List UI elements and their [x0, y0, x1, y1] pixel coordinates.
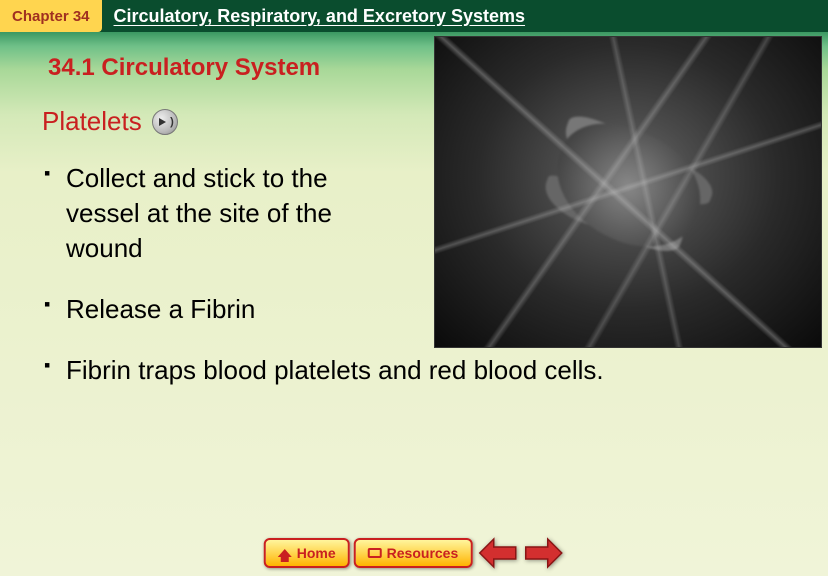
resources-label: Resources [387, 545, 459, 561]
home-button[interactable]: Home [264, 538, 350, 568]
audio-icon[interactable] [152, 109, 178, 135]
home-icon [278, 549, 292, 557]
bullet-item: Release a Fibrin [38, 292, 408, 327]
arrow-left-icon [477, 537, 517, 569]
home-label: Home [297, 545, 336, 561]
resources-button[interactable]: Resources [354, 538, 473, 568]
slide-header: Chapter 34 Circulatory, Respiratory, and… [0, 0, 828, 32]
next-button[interactable] [522, 536, 564, 570]
slide: Chapter 34 Circulatory, Respiratory, and… [0, 0, 828, 576]
chapter-title: Circulatory, Respiratory, and Excretory … [102, 6, 526, 27]
resources-icon [368, 548, 382, 558]
bottom-nav: Home Resources [264, 536, 565, 570]
bullet-list: Collect and stick to the vessel at the s… [38, 161, 790, 388]
bullet-item: Collect and stick to the vessel at the s… [38, 161, 408, 266]
prev-button[interactable] [476, 536, 518, 570]
chapter-tab: Chapter 34 [0, 0, 102, 32]
content-area: Platelets Collect and stick to the vesse… [38, 106, 790, 388]
subheading-row: Platelets [42, 106, 790, 137]
subheading-text: Platelets [42, 106, 142, 137]
arrow-right-icon [523, 537, 563, 569]
bullet-item: Fibrin traps blood platelets and red blo… [38, 353, 758, 388]
